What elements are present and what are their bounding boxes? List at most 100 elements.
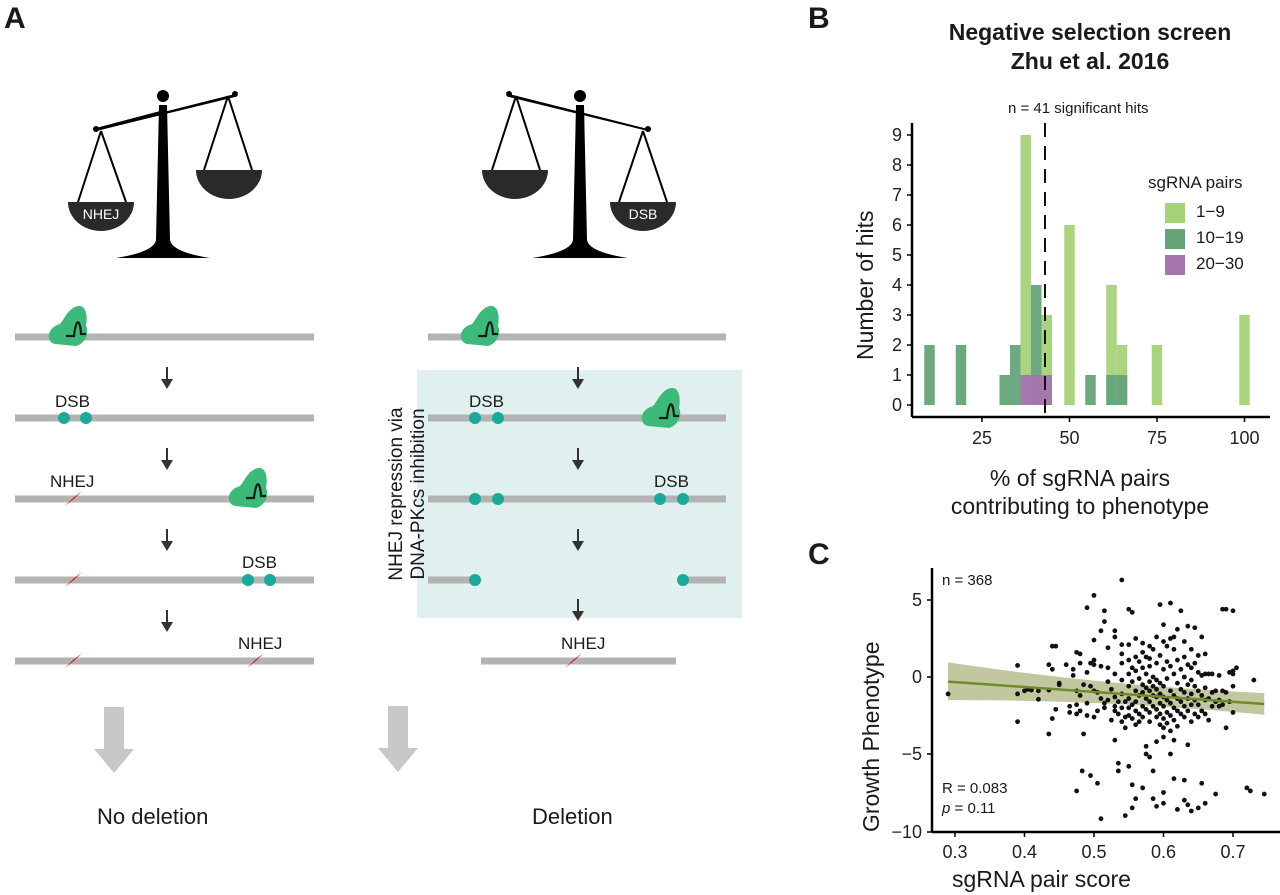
dna-strand — [15, 414, 314, 422]
scatter-point — [1053, 706, 1059, 712]
scatter-point — [1157, 711, 1163, 717]
scatter-point — [1126, 696, 1132, 701]
step-label-nhej: NHEJ — [238, 634, 283, 653]
scatter-point — [1181, 703, 1187, 709]
scatter-point — [1084, 700, 1090, 706]
scatter-point — [1112, 634, 1118, 640]
scatter-point — [1202, 800, 1208, 806]
scatter-point — [1046, 731, 1052, 737]
scatter-point — [1154, 803, 1159, 809]
scatter-point — [1171, 705, 1177, 711]
scatter-point — [1119, 651, 1125, 657]
scatter-point — [945, 691, 951, 697]
scatter-point — [1088, 773, 1093, 778]
scatter-point — [1077, 708, 1083, 714]
histogram-bar — [1239, 315, 1250, 405]
y-tick-label: 2 — [892, 335, 902, 355]
scatter-point — [1168, 700, 1173, 706]
scatter-point — [1154, 714, 1159, 720]
dsb-dot-icon — [242, 574, 254, 586]
scatter-point — [1119, 677, 1125, 683]
scatter-point — [1171, 646, 1177, 652]
scatter-point — [1181, 674, 1187, 680]
scatter-point — [1175, 626, 1180, 632]
histogram-bar — [1041, 315, 1052, 405]
scatter-point — [1150, 703, 1156, 709]
cas9-complex-icon — [48, 305, 88, 346]
scatter-point — [1122, 699, 1128, 705]
scatter-point — [1178, 608, 1184, 614]
scatter-point — [1143, 706, 1149, 712]
scatter-point — [1161, 622, 1166, 628]
scatter-point — [1133, 796, 1139, 802]
scatter-point — [1133, 708, 1139, 714]
scatter-point — [1112, 628, 1118, 634]
dsb-dot-icon — [469, 574, 481, 586]
x-tick-label: 0.5 — [1081, 842, 1106, 862]
scatter-point — [1188, 702, 1194, 708]
histogram-xlabel-line1: % of sgRNA pairs — [989, 465, 1171, 491]
scatter-point — [1140, 785, 1146, 791]
scatter-point — [1112, 671, 1118, 677]
scatter-point — [1129, 716, 1135, 721]
cas9-complex-icon — [641, 387, 681, 428]
scatter-point — [1015, 691, 1020, 697]
scatter-point — [1213, 688, 1219, 694]
down-arrow-head — [572, 460, 584, 470]
scale-pan-label-dsb: DSB — [628, 206, 658, 222]
scatter-point — [1168, 751, 1173, 757]
histogram-bar — [1041, 375, 1052, 405]
scatter-point — [1157, 602, 1163, 608]
scatter-point — [1168, 688, 1173, 694]
step-label-nhej: NHEJ — [561, 634, 606, 653]
scatter-point — [1077, 651, 1083, 657]
scatter-point — [1133, 668, 1139, 674]
scatter-point — [1185, 623, 1191, 629]
histogram-bar — [1031, 375, 1042, 405]
scatter-point — [1223, 606, 1229, 612]
dna-strand — [428, 414, 726, 422]
histogram-bar — [1106, 285, 1117, 405]
scatter-point — [1140, 690, 1146, 695]
scatter-point — [1175, 723, 1180, 729]
scatter-point — [1161, 734, 1166, 740]
scatter-point — [1168, 713, 1173, 718]
scatter-point — [1171, 671, 1177, 677]
cas9-complex-icon — [228, 467, 268, 508]
scatter-point — [1178, 686, 1184, 692]
scatter-point — [1036, 688, 1041, 694]
scatter-point — [1108, 686, 1114, 692]
down-arrow-head — [572, 541, 584, 551]
scatter-point — [1136, 659, 1142, 664]
scatter-point — [1178, 711, 1184, 717]
scatter-point — [1195, 688, 1201, 694]
scatter-point — [1157, 680, 1163, 686]
scatter-point — [1195, 702, 1201, 708]
scatter-point — [1195, 805, 1201, 811]
x-tick-label: 0.7 — [1220, 842, 1245, 862]
y-tick-label: 5 — [892, 245, 902, 265]
scatter-point — [1147, 656, 1152, 661]
scatter-point — [1091, 714, 1097, 720]
panel-label-b: B — [808, 2, 830, 35]
dsb-dot-icon — [469, 493, 481, 505]
scatter-point — [1202, 685, 1208, 691]
scatter-point — [1129, 679, 1135, 685]
scatter-point — [1261, 791, 1267, 797]
scatter-point — [1115, 711, 1121, 717]
scatter-point — [1140, 714, 1146, 720]
scatter-point — [1147, 710, 1152, 715]
scatter-point — [1049, 643, 1055, 649]
scatter-point — [1102, 619, 1107, 624]
scatter-point — [1150, 796, 1156, 802]
scatter-point — [1115, 768, 1121, 774]
scatter-point — [1199, 634, 1205, 640]
scatter-point — [1129, 702, 1135, 708]
histogram-annotation: n = 41 significant hits — [1008, 100, 1149, 117]
scatter-point — [1161, 666, 1166, 672]
x-tick-label: 0.4 — [1012, 842, 1037, 862]
scatter-point — [1081, 731, 1086, 737]
histogram-subtitle: Zhu et al. 2016 — [1010, 48, 1170, 74]
balance-scale-icon — [68, 90, 262, 258]
legend-swatch — [1165, 255, 1185, 275]
